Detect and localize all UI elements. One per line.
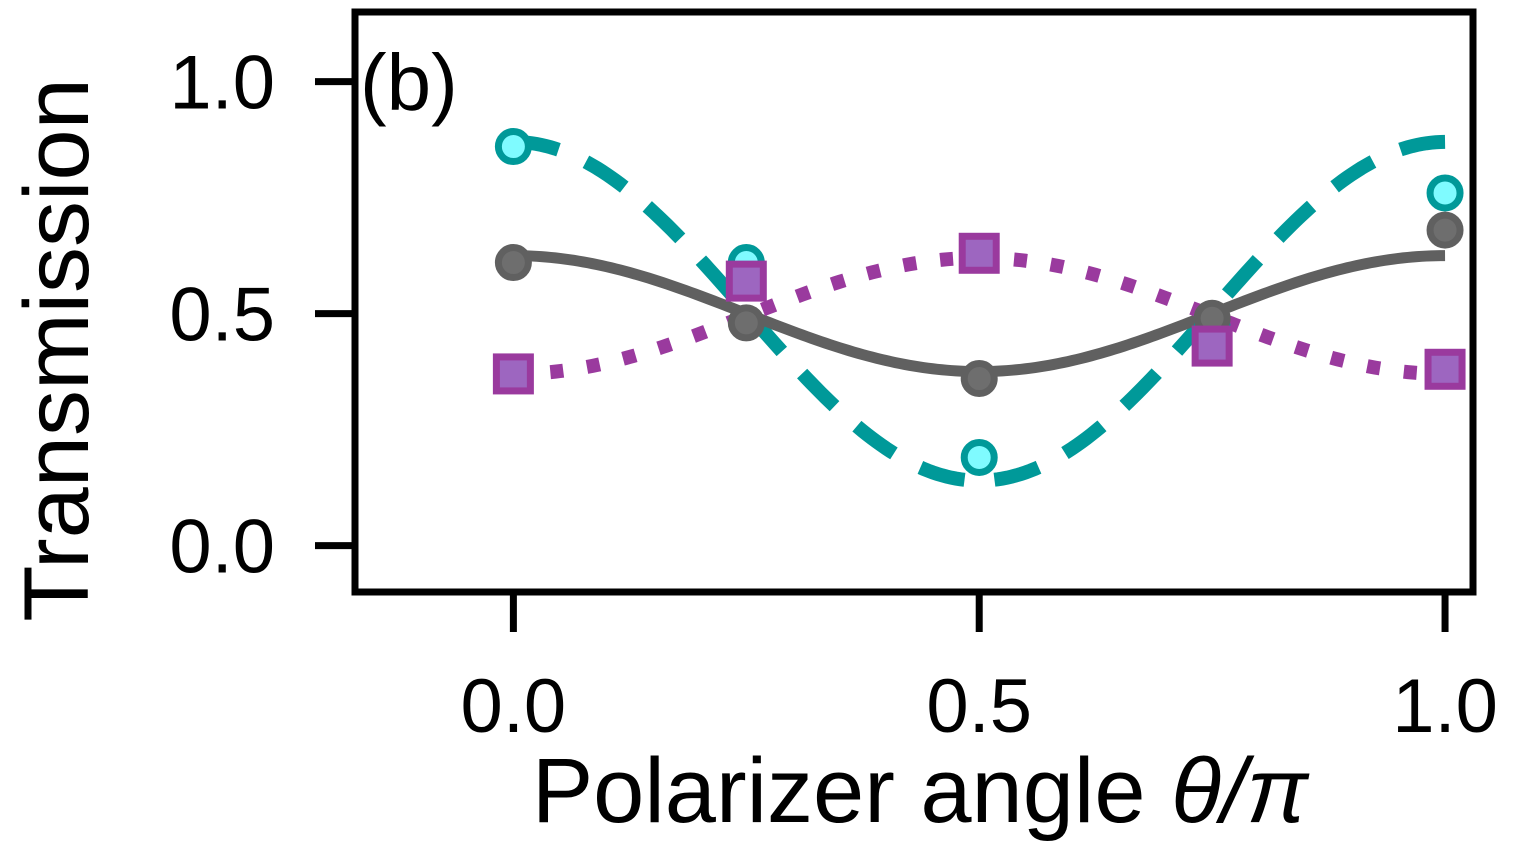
- series-1-point-1: [494, 128, 532, 166]
- series-3-point-5: [1424, 348, 1466, 390]
- series-2-point-3: [960, 360, 998, 398]
- series-2-point-1: [494, 244, 532, 282]
- series-1-point-5: [1426, 174, 1464, 212]
- series-3-point-4: [1191, 325, 1233, 367]
- panel-label: (b): [360, 38, 458, 127]
- x-axis-title-symbol: θ/π: [1171, 740, 1310, 842]
- x-tick-label-3: 1.0: [1392, 664, 1498, 749]
- x-axis-title: Polarizer angle θ/π: [532, 740, 1311, 842]
- axis-ticks: 0.0 0.5 1.0 0.0 0.5 1.0: [169, 41, 1498, 749]
- series-3-point-3: [958, 232, 1000, 274]
- y-tick-label-3: 1.0: [169, 41, 275, 126]
- y-axis-title: Transmission: [6, 78, 108, 622]
- series-1-point-3: [960, 438, 998, 476]
- y-tick-label-1: 0.0: [169, 505, 275, 590]
- series-2-point-5: [1426, 211, 1464, 249]
- data-markers: [492, 128, 1466, 476]
- series-1-fit-line: [513, 134, 1446, 488]
- x-tick-label-1: 0.0: [461, 664, 567, 749]
- plot-frame: [351, 8, 1477, 596]
- series-3-point-2: [725, 260, 767, 302]
- series-2-point-2: [727, 304, 765, 342]
- series-3-point-1: [492, 353, 534, 395]
- x-axis-title-text: Polarizer angle: [532, 740, 1171, 842]
- fit-curves: [513, 134, 1446, 488]
- x-tick-label-2: 0.5: [926, 664, 1032, 749]
- y-tick-label-2: 0.5: [169, 273, 275, 358]
